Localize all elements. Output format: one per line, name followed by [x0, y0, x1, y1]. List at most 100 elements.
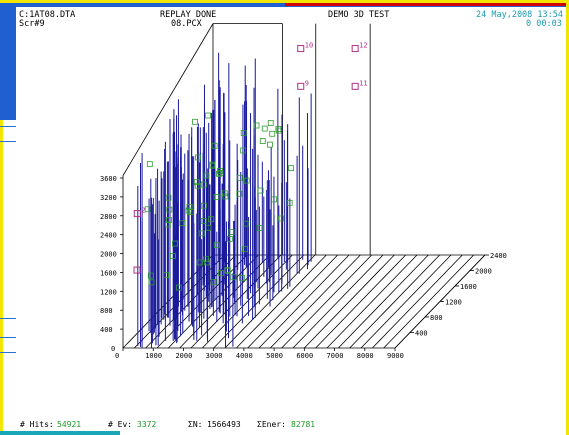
- event-marker: [269, 130, 276, 137]
- event-marker: [200, 202, 207, 209]
- labeled-point-marker: [133, 210, 141, 218]
- z-tick-label: 400: [100, 326, 113, 334]
- event-marker: [271, 196, 277, 203]
- event-marker: [200, 217, 207, 224]
- test-name: DEMO 3D TEST: [328, 10, 390, 20]
- labeled-point-marker: [297, 45, 305, 53]
- labeled-point-label: 11: [359, 79, 367, 87]
- z-tick-label: 1200: [100, 288, 117, 296]
- status-bar: [0, 431, 120, 435]
- event-marker: [148, 279, 155, 286]
- event-marker: [196, 259, 203, 266]
- y-tick-label: 2400: [490, 252, 507, 260]
- event-marker: [275, 126, 282, 132]
- event-marker: [205, 112, 212, 119]
- event-marker: [221, 190, 228, 197]
- elapsed-time: 0 00:03: [526, 19, 562, 29]
- event-marker: [203, 172, 210, 179]
- event-marker: [204, 259, 210, 266]
- event-marker: [222, 193, 229, 200]
- floor-grid-line: [281, 254, 372, 349]
- event-marker: [192, 118, 198, 125]
- event-marker: [239, 275, 245, 281]
- hits-value: 54921: [57, 420, 82, 429]
- event-marker: [241, 246, 248, 253]
- sum-n-label: ΣN:: [188, 420, 203, 429]
- labeled-point-label: 2: [141, 207, 145, 215]
- y-tick-label: 2000: [475, 268, 492, 276]
- event-marker: [259, 138, 266, 144]
- event-marker: [236, 190, 243, 197]
- event-marker: [203, 256, 210, 263]
- event-marker: [185, 207, 192, 214]
- floor-grid-line: [202, 254, 293, 349]
- event-marker: [267, 141, 273, 148]
- screen-number: Scr#9: [19, 19, 45, 29]
- event-marker: [213, 242, 220, 249]
- event-marker: [216, 170, 222, 177]
- labeled-point-label: 12: [359, 42, 367, 50]
- event-marker: [242, 220, 249, 227]
- wall-top-edge: [122, 23, 214, 176]
- event-marker: [211, 142, 218, 149]
- event-marker: [286, 199, 293, 206]
- x-tick-label: 9000: [387, 352, 404, 360]
- sum-energy-value: 82781: [291, 420, 316, 429]
- event-marker: [257, 187, 264, 194]
- desktop-background-left: [0, 0, 16, 120]
- event-marker: [147, 272, 154, 279]
- event-marker: [209, 161, 216, 168]
- labeled-point-marker: [133, 266, 141, 274]
- floor-grid-line: [338, 254, 429, 349]
- event-marker: [230, 274, 237, 281]
- window-frame-top: [0, 0, 569, 3]
- replay-window: C:1AT08.DTA Scr#9 REPLAY DONE 08.PCX DEM…: [16, 7, 566, 431]
- event-marker: [208, 216, 215, 223]
- floor-grid-line: [236, 254, 327, 349]
- event-marker: [198, 230, 205, 237]
- sum-n-value: 1566493: [207, 420, 241, 429]
- event-marker: [165, 194, 172, 201]
- event-marker: [240, 130, 247, 136]
- floor-grid-line: [247, 254, 338, 349]
- z-tick-label: 3600: [100, 175, 117, 183]
- event-marker: [193, 179, 200, 186]
- z-tick-label: 3200: [100, 194, 117, 202]
- y-tick-label: 1200: [445, 299, 462, 307]
- y-tick-label: 1600: [460, 283, 477, 291]
- floor-grid-line: [349, 254, 440, 349]
- background-line: [0, 318, 16, 319]
- background-line: [0, 126, 16, 127]
- x-tick-label: 4000: [236, 352, 253, 360]
- event-marker: [218, 270, 224, 277]
- event-marker: [253, 122, 260, 129]
- z-tick-label: 2000: [100, 251, 117, 259]
- event-marker: [164, 221, 171, 228]
- event-marker: [243, 177, 250, 184]
- floor-grid-line: [372, 254, 463, 349]
- background-line: [0, 141, 16, 142]
- x-tick-label: 8000: [357, 352, 374, 360]
- labeled-point-label: 10: [305, 42, 313, 50]
- y-tick-label: 800: [430, 314, 443, 322]
- events-label: # Ev:: [108, 420, 133, 429]
- event-marker: [179, 220, 186, 227]
- x-tick-label: 2000: [175, 352, 192, 360]
- labeled-point-marker: [351, 82, 359, 90]
- floor-grid-line: [315, 254, 406, 349]
- event-marker: [144, 206, 151, 213]
- event-marker: [200, 181, 207, 188]
- event-marker: [256, 225, 263, 231]
- event-marker: [166, 217, 172, 223]
- event-marker: [210, 279, 217, 285]
- window-frame-right: [566, 0, 569, 435]
- floor-grid-line: [383, 254, 474, 349]
- event-marker: [267, 120, 274, 126]
- event-marker: [261, 125, 268, 132]
- event-marker: [194, 182, 201, 189]
- floor-grid-line: [304, 254, 395, 349]
- event-marker: [186, 203, 193, 210]
- labeled-point-marker: [297, 82, 305, 90]
- event-marker: [146, 161, 153, 168]
